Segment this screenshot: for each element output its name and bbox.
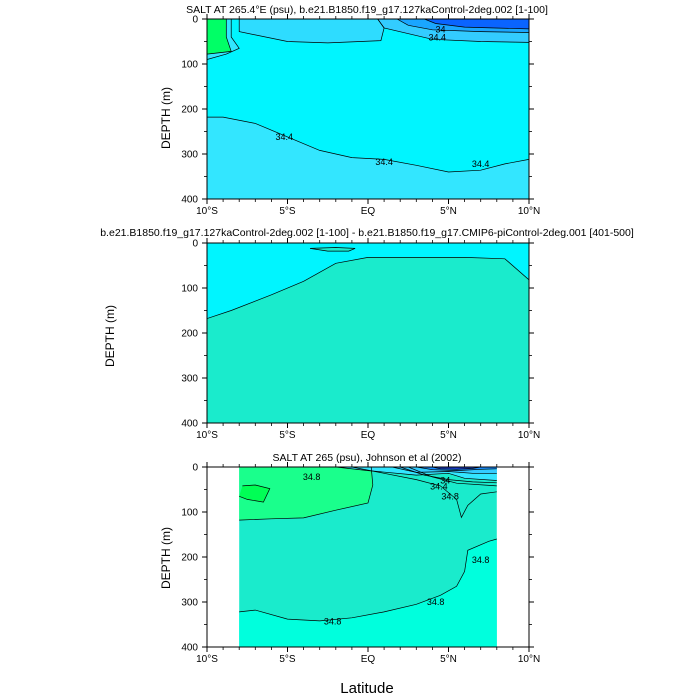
y-tick-label: 400 (181, 419, 198, 430)
contour-line (207, 19, 232, 55)
contour-label: 34.8 (303, 472, 321, 482)
contour-line (239, 467, 374, 521)
panel-title: SALT AT 265 (psu), Johnson et al (2002) (273, 452, 462, 464)
panel-title: b.e21.B1850.f19_g17.127kaControl-2deg.00… (100, 227, 634, 239)
contour-label: 34.4 (276, 132, 294, 142)
contour-fill-region (424, 19, 529, 29)
contour-line (424, 19, 529, 30)
contour-line (207, 19, 240, 60)
panel-top: SALT AT 265.4°E (psu), b.e21.B1850.f19_g… (159, 4, 548, 217)
x-axis-label: Latitude (340, 680, 393, 697)
x-tick-label: 5°S (279, 206, 296, 217)
contour-label: 34.8 (472, 555, 490, 565)
y-tick-label: 0 (192, 15, 198, 26)
y-axis: 0 100 200 300 400 (181, 463, 534, 654)
panel-middle: b.e21.B1850.f19_g17.127kaControl-2deg.00… (100, 227, 634, 441)
contour-label: 34.4 (472, 159, 490, 169)
contour-label: 34.8 (441, 491, 459, 501)
y-tick-label: 400 (181, 643, 198, 654)
y-axis-label: DEPTH (m) (159, 527, 173, 589)
contour-line (377, 19, 529, 43)
x-tick-label: 5°N (440, 430, 457, 441)
contour-line (335, 467, 497, 481)
x-tick-label: 5°N (440, 206, 457, 217)
x-tick-label: 5°S (279, 430, 296, 441)
contour-fill-region (310, 247, 356, 252)
x-tick-label: 10°N (518, 206, 540, 217)
y-tick-label: 100 (181, 284, 198, 295)
x-tick-label: EQ (361, 206, 376, 217)
x-tick-label: 10°S (196, 430, 218, 441)
contour-label: 34.4 (430, 481, 448, 491)
contour-fill-region (239, 485, 270, 503)
y-axis: 0 100 200 300 400 (181, 15, 534, 206)
contour-label: 34.8 (427, 597, 445, 607)
y-tick-label: 200 (181, 105, 198, 116)
contour-fill-region (239, 19, 385, 43)
contour-line (432, 467, 481, 470)
contour-label: 34 (435, 24, 445, 34)
contour-line (392, 467, 497, 474)
y-axis: 0 100 200 300 400 (181, 239, 534, 430)
contour-line (351, 467, 497, 519)
panel-title: SALT AT 265.4°E (psu), b.e21.B1850.f19_g… (186, 4, 548, 16)
x-axis: 10°S 5°S EQ 5°N 10°N (196, 238, 540, 441)
y-tick-label: 200 (181, 329, 198, 340)
y-axis-label: DEPTH (m) (159, 87, 173, 149)
x-tick-label: 10°S (196, 206, 218, 217)
y-tick-label: 400 (181, 195, 198, 206)
x-axis: 10°S 5°S EQ 5°N 10°N (196, 14, 540, 217)
x-tick-label: 5°N (440, 654, 457, 665)
contour-label: 34.8 (324, 616, 342, 626)
y-tick-label: 300 (181, 598, 198, 609)
contour-fill-region (207, 19, 232, 55)
contour-line (239, 538, 497, 622)
y-tick-label: 300 (181, 374, 198, 385)
y-tick-label: 300 (181, 150, 198, 161)
x-tick-label: 10°S (196, 654, 218, 665)
x-tick-label: 5°S (279, 654, 296, 665)
contour-fill-region (207, 257, 529, 423)
contour-line (207, 116, 529, 173)
contour-line (416, 467, 497, 471)
contour-line (309, 247, 356, 252)
contour-line (408, 467, 497, 487)
contour-fill-region (239, 467, 373, 521)
x-tick-label: EQ (361, 654, 376, 665)
contour-fill-group (207, 243, 529, 423)
x-tick-label: 10°N (518, 654, 540, 665)
x-tick-label: EQ (361, 430, 376, 441)
contour-label: 34 (440, 476, 450, 486)
y-tick-label: 200 (181, 553, 198, 564)
contour-line (400, 467, 497, 484)
y-axis-label: DEPTH (m) (103, 305, 117, 367)
panel-bottom: SALT AT 265 (psu), Johnson et al (2002) … (159, 452, 540, 665)
x-tick-label: 10°N (518, 430, 540, 441)
contour-label: 34.4 (375, 157, 393, 167)
y-tick-label: 0 (192, 463, 198, 474)
y-tick-label: 100 (181, 508, 198, 519)
y-tick-label: 100 (181, 60, 198, 71)
contour-line (239, 484, 271, 503)
contour-line (396, 19, 529, 33)
contour-label: 34.4 (428, 32, 446, 42)
contour-line (207, 257, 529, 319)
x-axis: 10°S 5°S EQ 5°N 10°N (196, 462, 540, 665)
contour-fill-region (207, 117, 529, 199)
contour-plot-area (207, 243, 529, 423)
y-tick-label: 0 (192, 239, 198, 250)
